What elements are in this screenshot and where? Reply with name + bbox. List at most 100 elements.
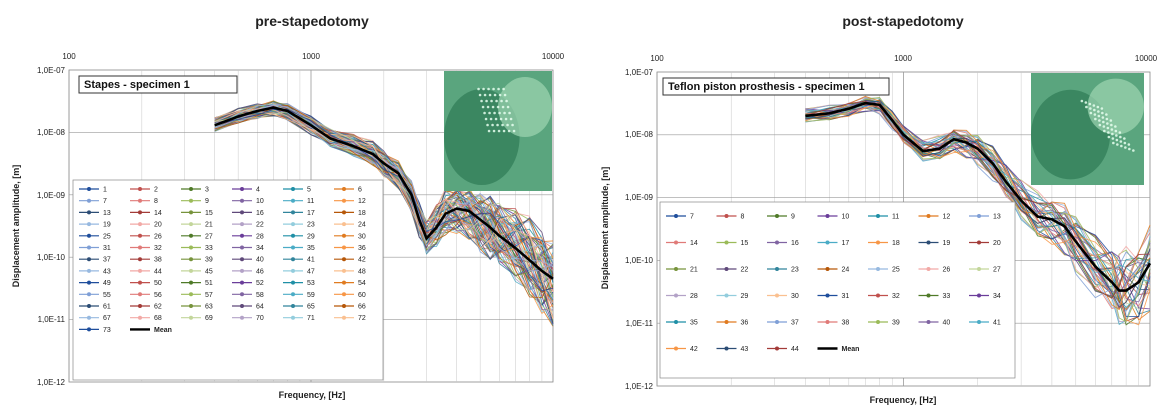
legend-marker [724, 214, 729, 218]
legend-label: 13 [993, 214, 1001, 221]
y-tick-label: 1,0E-11 [38, 315, 66, 324]
legend-label: 72 [358, 315, 366, 322]
legend-label: 3 [205, 187, 209, 194]
scan-point-dot [487, 129, 491, 133]
legend-label: 5 [307, 187, 311, 194]
legend-marker [189, 257, 193, 262]
legend-marker [189, 198, 193, 203]
scan-point-dot [506, 123, 509, 127]
legend-label: 43 [103, 268, 111, 275]
legend-label: 67 [103, 315, 111, 322]
legend-label: 19 [103, 222, 111, 229]
legend-marker [674, 293, 678, 298]
scan-point-dot [1096, 105, 1100, 109]
legend-label: 22 [256, 222, 264, 229]
legend-marker [138, 245, 142, 250]
legend-label: 70 [256, 315, 264, 322]
legend-label: 34 [256, 245, 264, 252]
scan-point-dot [1111, 132, 1114, 136]
series-line [214, 108, 554, 292]
y-tick-label: 1,0E-09 [625, 193, 654, 202]
legend-label: 60 [358, 292, 366, 299]
legend-label: 6 [358, 187, 362, 194]
scan-point-dot [512, 129, 516, 133]
legend-marker [189, 245, 193, 250]
scan-point-dot [488, 93, 492, 97]
legend-marker [138, 280, 142, 285]
legend-label: 55 [103, 292, 111, 299]
mean-line [805, 101, 1152, 292]
scan-point-dot [1098, 119, 1101, 122]
legend-label: 66 [358, 304, 366, 311]
scan-point-dot [497, 87, 500, 91]
legend-marker [825, 267, 830, 271]
legend-marker [240, 210, 244, 215]
legend-marker [775, 267, 779, 271]
x-tick-label: 1000 [302, 52, 320, 61]
y-tick-label: 1,0E-09 [37, 191, 66, 200]
scan-point-dot [1088, 102, 1092, 106]
legend-marker [775, 214, 779, 218]
legend-marker [291, 222, 295, 227]
x-axis-label-post: Frequency, [Hz] [870, 395, 937, 405]
legend-label: 16 [256, 210, 264, 217]
legend-label: 45 [205, 268, 213, 275]
scan-point-dot [495, 99, 498, 103]
y-axis-label-post: Displacement amplitude, [m] [600, 167, 610, 290]
legend-marker [240, 315, 244, 320]
scan-point-dot [1111, 137, 1115, 140]
legend-marker [87, 327, 91, 332]
legend-marker [724, 346, 729, 351]
legend-label: 21 [690, 267, 698, 274]
legend-marker [291, 233, 295, 238]
legend-label: 53 [307, 280, 315, 287]
y-tick-label: 1,0E-08 [625, 130, 654, 139]
scan-point-dot [490, 99, 493, 103]
legend-marker [240, 280, 244, 285]
legend-label: 41 [993, 320, 1001, 327]
legend-label: 35 [307, 245, 315, 252]
scan-point-dot [497, 129, 501, 133]
legend-label: 24 [358, 222, 366, 229]
legend-label: 39 [892, 320, 900, 327]
legend-marker [291, 257, 295, 262]
legend-label: 48 [358, 268, 366, 275]
legend-marker [775, 346, 779, 351]
legend-label: 39 [205, 257, 213, 264]
legend-marker [977, 267, 981, 271]
legend-marker [342, 233, 346, 238]
scan-point-dot [1097, 110, 1100, 113]
legend-label: 11 [892, 214, 899, 221]
legend-label: 37 [791, 320, 799, 327]
scan-point-dot [501, 123, 504, 127]
series-line [805, 97, 1151, 323]
legend-label: 47 [307, 268, 315, 275]
legend-label: 54 [358, 280, 366, 287]
scan-point-dot [480, 99, 483, 103]
scan-point-dot [498, 93, 502, 97]
legend-label: 10 [842, 214, 850, 221]
legend-label: 25 [892, 267, 900, 274]
scan-point-dot [1120, 144, 1123, 148]
scan-point-dot [502, 87, 505, 91]
legend-marker [138, 198, 142, 203]
legend-marker [342, 257, 346, 262]
legend-label: 36 [358, 245, 366, 252]
scan-point-dot [493, 93, 497, 97]
scan-point-dot [1110, 123, 1113, 127]
y-tick-label: 1,0E-10 [37, 253, 66, 262]
panel-post: post-stapedotomy Teflon piston prosthesi… [600, 13, 1158, 405]
scan-point-dot [486, 105, 490, 109]
legend-marker [977, 293, 981, 298]
curves-post [805, 95, 1152, 326]
legend-marker [240, 187, 244, 191]
legend-marker [189, 280, 193, 285]
legend-marker [189, 304, 193, 308]
scan-point-dot [508, 111, 511, 115]
legend-label: 14 [154, 210, 162, 217]
scan-point-dot [1107, 135, 1111, 139]
y-tick-label: 1,0E-12 [37, 378, 66, 387]
legend-label: 20 [993, 240, 1001, 247]
scan-point-dot [491, 123, 494, 127]
legend-marker [674, 346, 678, 351]
